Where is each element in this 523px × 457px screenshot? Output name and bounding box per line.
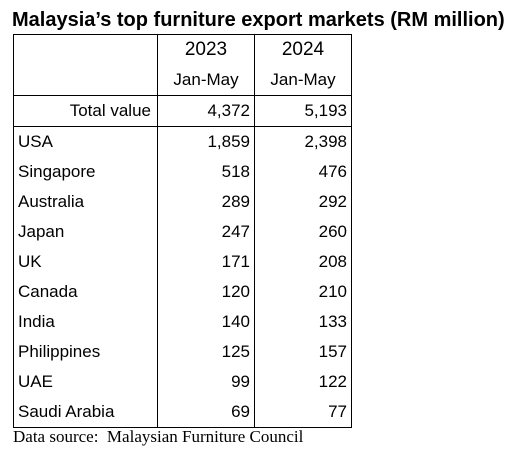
value-2023: 289 bbox=[157, 187, 255, 217]
table-row: UK 171 208 bbox=[13, 247, 352, 277]
table-row: Philippines 125 157 bbox=[13, 337, 352, 367]
column-header-2024: 2024 bbox=[254, 34, 352, 65]
table-row: Canada 120 210 bbox=[13, 277, 352, 307]
value-2024: 476 bbox=[254, 157, 352, 187]
table-row: India 140 133 bbox=[13, 307, 352, 337]
value-2023: 99 bbox=[157, 367, 255, 397]
period-header-2023: Jan-May bbox=[157, 65, 255, 96]
value-2024: 133 bbox=[254, 307, 352, 337]
value-2023: 69 bbox=[157, 397, 255, 428]
table-row: UAE 99 122 bbox=[13, 367, 352, 397]
value-2024: 260 bbox=[254, 217, 352, 247]
country-name: UK bbox=[13, 247, 158, 277]
table-row: USA 1,859 2,398 bbox=[13, 126, 352, 157]
value-2023: 247 bbox=[157, 217, 255, 247]
country-name: USA bbox=[13, 126, 158, 157]
export-markets-table: 2023 2024 Jan-May Jan-May Total value 4,… bbox=[13, 34, 352, 428]
value-2024: 77 bbox=[254, 397, 352, 428]
value-2024: 292 bbox=[254, 187, 352, 217]
table-row: Singapore 518 476 bbox=[13, 157, 352, 187]
value-2023: 518 bbox=[157, 157, 255, 187]
country-name: Singapore bbox=[13, 157, 158, 187]
country-name: Australia bbox=[13, 187, 158, 217]
value-2024: 208 bbox=[254, 247, 352, 277]
value-2024: 2,398 bbox=[254, 126, 352, 157]
data-source-note: Data source: Malaysian Furniture Council bbox=[13, 427, 304, 446]
table-row: Saudi Arabia 69 77 bbox=[13, 397, 352, 428]
value-2023: 140 bbox=[157, 307, 255, 337]
country-name: Saudi Arabia bbox=[13, 397, 158, 428]
value-2024: 157 bbox=[254, 337, 352, 367]
country-name: UAE bbox=[13, 367, 158, 397]
value-2024: 210 bbox=[254, 277, 352, 307]
table-title: Malaysia’s top furniture export markets … bbox=[12, 9, 505, 31]
column-header-2023: 2023 bbox=[157, 34, 255, 65]
value-2023: 125 bbox=[157, 337, 255, 367]
table-row: Japan 247 260 bbox=[13, 217, 352, 247]
total-value-2024: 5,193 bbox=[254, 95, 352, 127]
country-name: India bbox=[13, 307, 158, 337]
value-2023: 1,859 bbox=[157, 126, 255, 157]
total-value-2023: 4,372 bbox=[157, 95, 255, 127]
value-2023: 120 bbox=[157, 277, 255, 307]
value-2023: 171 bbox=[157, 247, 255, 277]
header-period-row: Jan-May Jan-May bbox=[13, 65, 352, 96]
header-blank-cell bbox=[13, 65, 158, 96]
total-row: Total value 4,372 5,193 bbox=[13, 95, 352, 127]
country-name: Japan bbox=[13, 217, 158, 247]
header-blank-cell bbox=[13, 34, 158, 65]
total-label: Total value bbox=[13, 95, 158, 127]
table-row: Australia 289 292 bbox=[13, 187, 352, 217]
period-header-2024: Jan-May bbox=[254, 65, 352, 96]
header-year-row: 2023 2024 bbox=[13, 34, 352, 65]
value-2024: 122 bbox=[254, 367, 352, 397]
country-name: Philippines bbox=[13, 337, 158, 367]
country-name: Canada bbox=[13, 277, 158, 307]
